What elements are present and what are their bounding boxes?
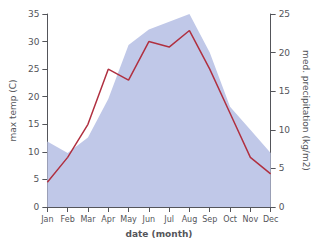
svg-text:10: 10 <box>28 147 40 157</box>
svg-text:Jul: Jul <box>163 215 174 224</box>
svg-text:15: 15 <box>279 86 290 96</box>
svg-text:Feb: Feb <box>61 215 75 224</box>
svg-text:Jan: Jan <box>40 215 53 224</box>
svg-text:Nov: Nov <box>243 215 259 224</box>
svg-text:date (month): date (month) <box>126 229 193 239</box>
svg-text:Dec: Dec <box>263 215 278 224</box>
svg-text:Sep: Sep <box>202 215 217 224</box>
svg-text:Apr: Apr <box>101 215 116 224</box>
svg-text:Aug: Aug <box>182 215 198 224</box>
svg-text:5: 5 <box>279 163 285 173</box>
svg-text:0: 0 <box>279 202 285 212</box>
svg-text:5: 5 <box>34 174 40 184</box>
svg-text:0: 0 <box>34 202 40 212</box>
svg-text:Jun: Jun <box>142 215 156 224</box>
svg-text:med. precipitation (kg/m2): med. precipitation (kg/m2) <box>301 50 311 171</box>
svg-text:20: 20 <box>28 92 40 102</box>
svg-text:10: 10 <box>279 125 291 135</box>
svg-text:25: 25 <box>279 9 290 19</box>
svg-text:max temp (C): max temp (C) <box>8 79 18 141</box>
svg-text:25: 25 <box>28 64 39 74</box>
svg-text:35: 35 <box>28 9 39 19</box>
svg-text:Oct: Oct <box>223 215 237 224</box>
svg-text:15: 15 <box>28 119 39 129</box>
svg-text:30: 30 <box>28 37 40 47</box>
svg-text:20: 20 <box>279 48 291 58</box>
svg-text:May: May <box>120 215 137 224</box>
svg-text:Mar: Mar <box>80 215 96 224</box>
